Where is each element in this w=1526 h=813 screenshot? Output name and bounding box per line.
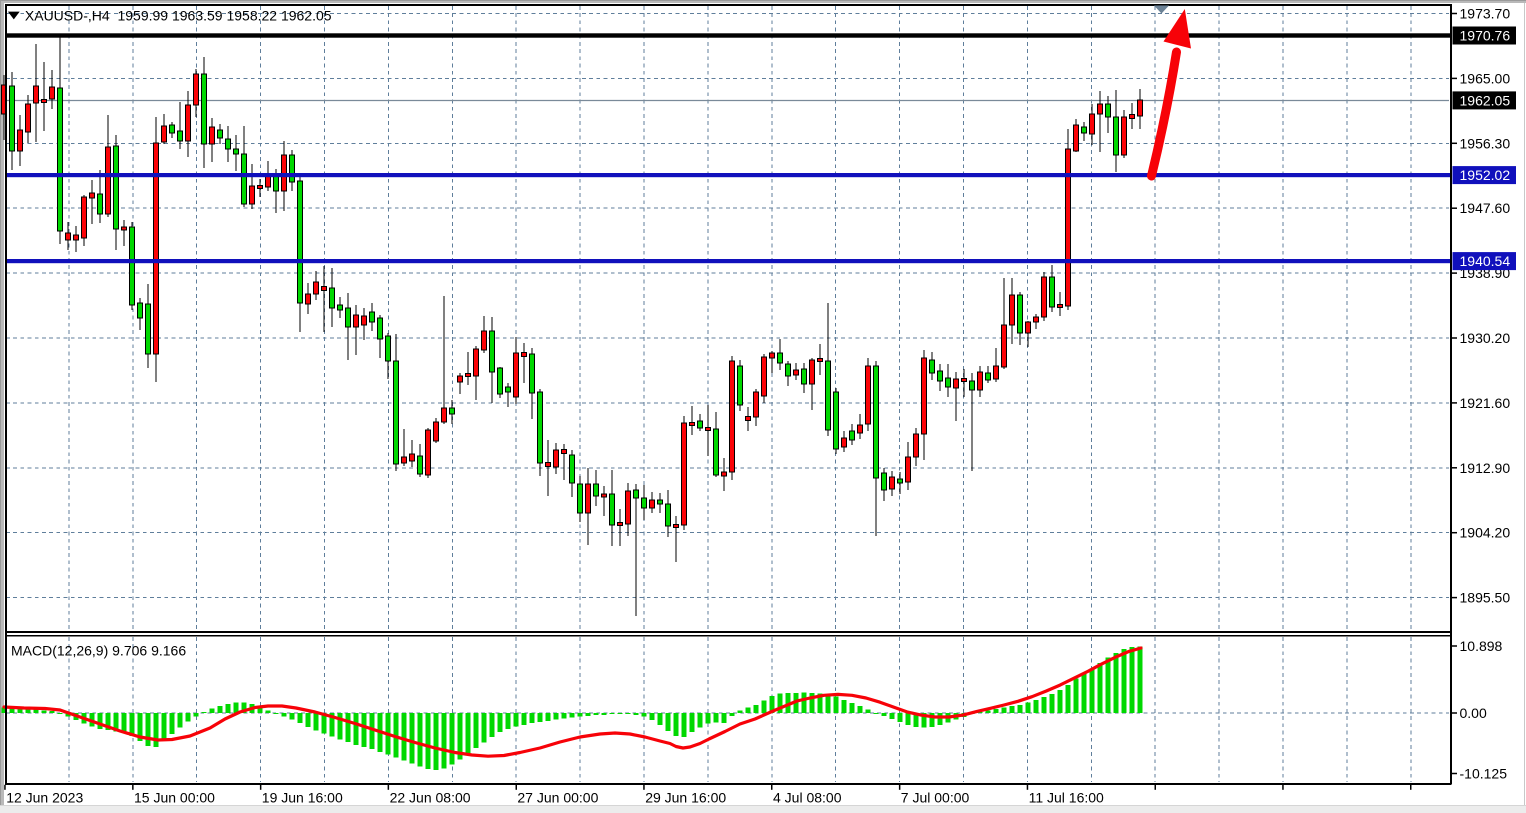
svg-text:29 Jun 16:00: 29 Jun 16:00 (645, 790, 726, 806)
svg-text:19 Jun 16:00: 19 Jun 16:00 (262, 790, 343, 806)
svg-text:1947.60: 1947.60 (1460, 200, 1511, 216)
svg-text:7 Jul 00:00: 7 Jul 00:00 (901, 790, 970, 806)
svg-text:27 Jun 00:00: 27 Jun 00:00 (517, 790, 598, 806)
svg-text:10.898: 10.898 (1460, 638, 1503, 654)
svg-text:MACD(12,26,9) 9.706 9.166: MACD(12,26,9) 9.706 9.166 (11, 643, 186, 659)
svg-text:1956.30: 1956.30 (1460, 135, 1511, 151)
svg-text:22 Jun 08:00: 22 Jun 08:00 (390, 790, 471, 806)
svg-text:1965.00: 1965.00 (1460, 70, 1511, 86)
svg-text:1973.70: 1973.70 (1460, 6, 1511, 22)
svg-text:1940.54: 1940.54 (1460, 253, 1511, 269)
svg-text:1895.50: 1895.50 (1460, 590, 1511, 606)
svg-text:1904.20: 1904.20 (1460, 525, 1511, 541)
svg-text:1912.90: 1912.90 (1460, 460, 1511, 476)
svg-text:1962.05: 1962.05 (1460, 92, 1511, 108)
svg-text:12 Jun 2023: 12 Jun 2023 (6, 790, 83, 806)
svg-text:-10.125: -10.125 (1460, 766, 1508, 782)
svg-text:11 Jul 16:00: 11 Jul 16:00 (1029, 790, 1104, 806)
svg-text:XAUUSD-,H4 1959.99 1963.59 19: XAUUSD-,H4 1959.99 1963.59 1958.22 1962.… (25, 8, 332, 24)
svg-text:15 Jun 00:00: 15 Jun 00:00 (134, 790, 215, 806)
svg-text:1921.60: 1921.60 (1460, 395, 1511, 411)
svg-text:1952.02: 1952.02 (1460, 167, 1511, 183)
svg-text:1970.76: 1970.76 (1460, 28, 1511, 44)
svg-text:1930.20: 1930.20 (1460, 330, 1511, 346)
svg-text:0.00: 0.00 (1460, 705, 1487, 721)
svg-text:4 Jul 08:00: 4 Jul 08:00 (773, 790, 842, 806)
